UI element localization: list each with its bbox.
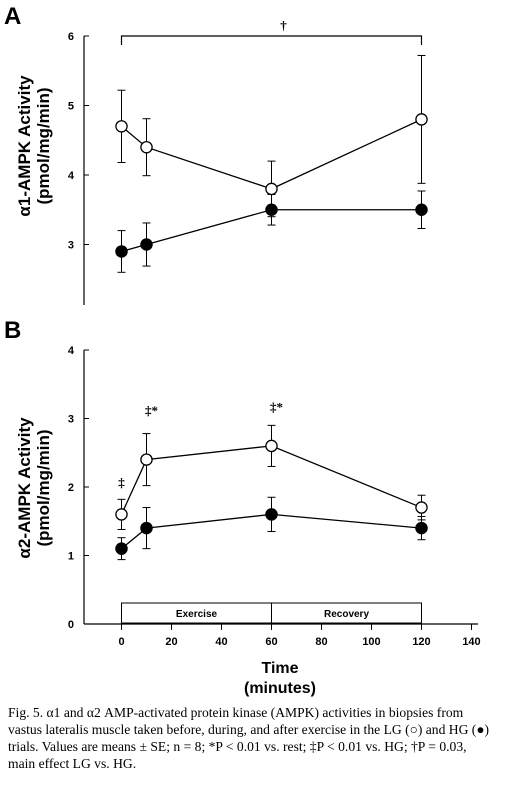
panel-b-significance-label: ‡* [270,400,283,415]
bracket-symbol: † [280,18,287,33]
x-axis-label-line1: Time [261,660,298,677]
panel-a-letter: A [4,3,21,30]
panel-b-xtick-label: 140 [462,636,480,648]
recovery-phase-box [271,602,422,624]
panel-b-xtick-label: 80 [315,636,327,648]
panel-b-plot: ‡ ‡* ‡* [115,400,428,561]
panel-b-lg-point [265,439,278,453]
panel-a-hg-series-line [121,209,422,253]
panel-b-hg-series-line [121,513,422,550]
panel-b-y-ticks: 0 1 2 3 4 [68,345,89,631]
panel-b-lg-point [140,453,153,466]
panel-b-letter: B [4,317,21,344]
panel-a-ytick-label: 6 [68,31,74,43]
panel-b-ytick-label: 3 [68,414,74,426]
panel-b-xtick-label: 60 [265,636,277,648]
figure-caption: Fig. 5. α1 and α2 AMP-activated protein … [8,705,490,771]
panel-a-lg-point [415,113,428,126]
panel-b-significance-label: ‡ [118,475,125,490]
recovery-phase-label: Recovery [324,609,369,620]
panel-b-significance-label: ‡* [145,403,158,418]
panel-b-xtick-label: 20 [165,636,177,648]
panel-b-hg-point [265,508,278,521]
panel-a-lg-point [265,182,278,196]
panel-a-ylabel-line1: α1-AMPK Activity [15,75,34,217]
panel-b-xtick-label: 40 [215,636,227,648]
exercise-phase-label: Exercise [176,609,218,620]
panel-b-hg-point [140,521,153,535]
panel-b-xtick-label: 0 [118,636,124,648]
x-axis-label-line2: (minutes) [244,680,316,697]
panel-a-ytick-label: 3 [68,240,74,252]
panel-b-lg-point [115,508,128,521]
panel-a-ylabel-line2: (pmol/mg/min) [34,87,53,204]
panel-a-ytick-label: 4 [68,170,75,182]
significance-bracket [120,35,423,45]
panel-b-ytick-label: 2 [68,482,74,494]
panel-b-ylabel: α2-AMPK Activity (pmol/mg/min) [15,417,53,559]
panel-a-bracket: † [120,18,423,45]
panel-b-ylabel-line1: α2-AMPK Activity [15,417,34,559]
panel-a-plot [115,54,428,273]
panel-b-x-ticks: 0 20 40 60 80 100 120 140 [118,624,481,648]
panel-b-phase-bar: Exercise Recovery [121,602,422,624]
panel-a-hg-point [265,203,278,216]
panel-b-lg-point [415,501,428,514]
panel-b-lg-series-line [120,445,422,515]
panel-a-ytick-label: 5 [68,101,74,113]
panel-b-ytick-label: 1 [68,551,74,563]
panel-b-xtick-label: 100 [362,636,380,648]
panel-a-hg-point [140,238,153,251]
panel-a-lg-point [140,140,153,154]
panel-a-y-ticks: 6 5 4 3 [68,31,89,252]
panel-a-hg-point [115,245,128,258]
panel-b-hg-point [415,521,428,535]
panel-a-lg-point [115,120,128,133]
panel-b-ytick-label: 4 [68,345,75,357]
panel-b-ylabel-line2: (pmol/mg/min) [34,429,53,546]
panel-a-ylabel: α1-AMPK Activity (pmol/mg/min) [15,75,53,217]
panel-b-ytick-label: 0 [68,619,74,631]
panel-a-hg-point [415,203,428,216]
panel-a-lg-series-line [121,118,422,190]
panel-b-xtick-label: 120 [412,636,430,648]
panel-b-hg-point [115,542,128,555]
